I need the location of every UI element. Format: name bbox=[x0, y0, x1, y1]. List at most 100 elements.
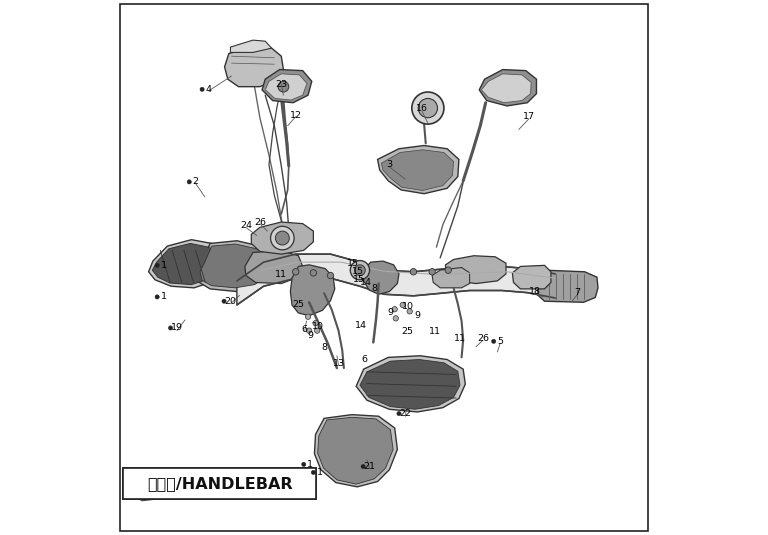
Polygon shape bbox=[128, 479, 133, 496]
Text: 22: 22 bbox=[399, 409, 412, 418]
Text: 4WD: 4WD bbox=[141, 484, 161, 492]
Circle shape bbox=[397, 411, 401, 416]
Text: 8: 8 bbox=[321, 343, 327, 352]
Polygon shape bbox=[314, 415, 397, 487]
Text: 9: 9 bbox=[308, 332, 313, 340]
Circle shape bbox=[407, 309, 412, 314]
Circle shape bbox=[410, 269, 416, 275]
Polygon shape bbox=[356, 356, 465, 412]
Circle shape bbox=[302, 462, 306, 467]
Circle shape bbox=[155, 263, 159, 268]
Circle shape bbox=[429, 269, 435, 275]
Polygon shape bbox=[318, 417, 393, 484]
Text: 1: 1 bbox=[161, 261, 167, 270]
Polygon shape bbox=[537, 270, 598, 302]
Circle shape bbox=[314, 328, 319, 333]
Circle shape bbox=[168, 326, 173, 330]
Text: 15: 15 bbox=[346, 259, 359, 268]
Polygon shape bbox=[251, 222, 313, 254]
Polygon shape bbox=[445, 256, 506, 284]
Circle shape bbox=[327, 272, 334, 279]
Text: 15: 15 bbox=[353, 275, 366, 284]
Polygon shape bbox=[148, 240, 226, 288]
Polygon shape bbox=[482, 74, 531, 103]
Text: 4: 4 bbox=[206, 85, 211, 94]
Circle shape bbox=[350, 261, 369, 280]
Polygon shape bbox=[200, 244, 270, 288]
Text: 14: 14 bbox=[360, 278, 372, 287]
Text: 12: 12 bbox=[290, 111, 302, 119]
Circle shape bbox=[311, 470, 316, 475]
Text: 11: 11 bbox=[275, 271, 287, 279]
Text: 16: 16 bbox=[416, 104, 428, 113]
Circle shape bbox=[310, 270, 316, 276]
Circle shape bbox=[412, 92, 444, 124]
Circle shape bbox=[355, 265, 366, 276]
Circle shape bbox=[306, 314, 311, 319]
Polygon shape bbox=[237, 254, 555, 305]
Polygon shape bbox=[378, 146, 459, 194]
Text: 10: 10 bbox=[402, 302, 414, 310]
Bar bbox=[124, 468, 316, 499]
Circle shape bbox=[270, 226, 294, 250]
Text: 方向把/HANDLEBAR: 方向把/HANDLEBAR bbox=[147, 476, 293, 491]
Circle shape bbox=[273, 77, 293, 96]
Circle shape bbox=[361, 464, 366, 469]
Circle shape bbox=[393, 316, 399, 321]
Circle shape bbox=[419, 98, 438, 118]
Text: 23: 23 bbox=[275, 80, 287, 89]
Polygon shape bbox=[512, 265, 551, 289]
Text: 21: 21 bbox=[363, 462, 376, 471]
Polygon shape bbox=[224, 47, 283, 87]
Polygon shape bbox=[129, 475, 171, 501]
Text: 6: 6 bbox=[302, 325, 308, 333]
Circle shape bbox=[492, 339, 496, 343]
Text: 9: 9 bbox=[387, 309, 393, 317]
Text: 1: 1 bbox=[161, 293, 167, 301]
Polygon shape bbox=[364, 261, 399, 294]
Text: 1: 1 bbox=[317, 468, 323, 477]
Text: 11: 11 bbox=[429, 327, 442, 336]
Polygon shape bbox=[479, 70, 537, 106]
Text: 9: 9 bbox=[414, 311, 420, 320]
Polygon shape bbox=[265, 74, 307, 100]
Text: 20: 20 bbox=[224, 297, 237, 305]
Circle shape bbox=[155, 295, 159, 299]
Bar bbox=[124, 468, 316, 499]
Text: 25: 25 bbox=[293, 300, 304, 309]
Polygon shape bbox=[152, 243, 221, 285]
Circle shape bbox=[187, 180, 191, 184]
Polygon shape bbox=[262, 70, 312, 103]
Polygon shape bbox=[360, 360, 460, 409]
Text: 24: 24 bbox=[240, 221, 253, 230]
Circle shape bbox=[293, 269, 299, 275]
Text: 2: 2 bbox=[193, 178, 199, 186]
Text: 6: 6 bbox=[361, 355, 367, 364]
Text: 13: 13 bbox=[333, 360, 345, 368]
Text: 25: 25 bbox=[402, 327, 413, 336]
Text: 14: 14 bbox=[355, 321, 366, 330]
Circle shape bbox=[445, 267, 452, 273]
Polygon shape bbox=[230, 40, 272, 52]
Text: 26: 26 bbox=[477, 334, 489, 343]
Text: 7: 7 bbox=[574, 288, 581, 297]
Text: 17: 17 bbox=[523, 112, 535, 121]
Circle shape bbox=[200, 87, 204, 91]
Circle shape bbox=[278, 81, 289, 92]
Polygon shape bbox=[432, 268, 469, 288]
Text: 8: 8 bbox=[372, 285, 377, 293]
Circle shape bbox=[222, 299, 226, 303]
Circle shape bbox=[276, 231, 290, 245]
Text: 26: 26 bbox=[254, 218, 266, 226]
Text: 10: 10 bbox=[312, 323, 323, 331]
Circle shape bbox=[392, 307, 397, 312]
Polygon shape bbox=[197, 241, 276, 292]
Circle shape bbox=[306, 328, 312, 333]
Text: 5: 5 bbox=[497, 337, 503, 346]
Circle shape bbox=[313, 320, 318, 326]
Text: 15: 15 bbox=[353, 267, 364, 276]
Polygon shape bbox=[290, 265, 335, 316]
Polygon shape bbox=[245, 250, 303, 284]
Text: 19: 19 bbox=[171, 324, 183, 332]
Text: 18: 18 bbox=[529, 287, 541, 296]
